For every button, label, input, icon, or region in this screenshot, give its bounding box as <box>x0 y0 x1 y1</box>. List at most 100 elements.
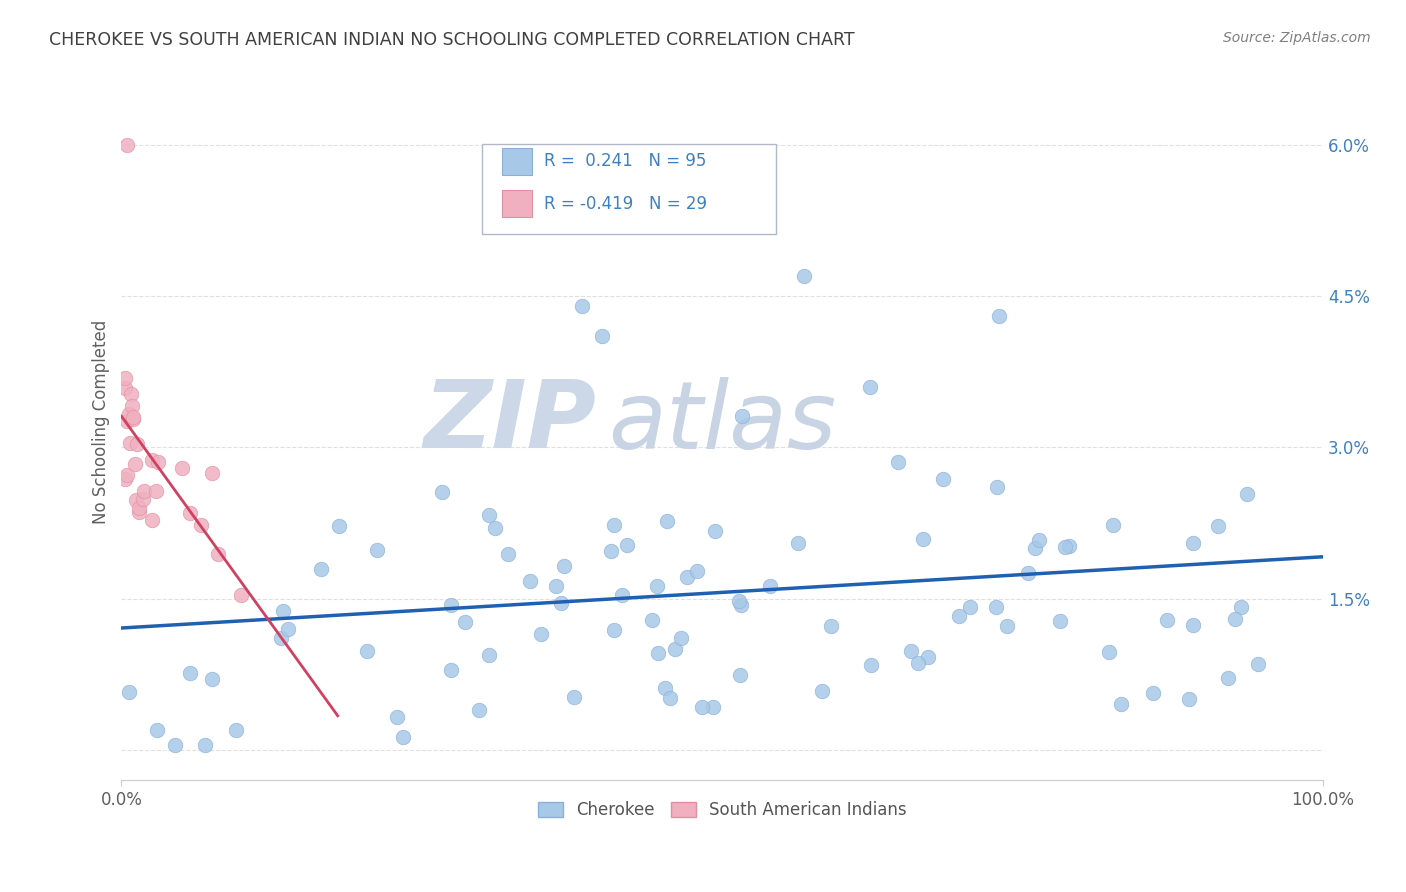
Point <box>886 455 908 469</box>
Point <box>1178 692 1201 706</box>
Point <box>609 178 631 193</box>
Point <box>117 137 139 152</box>
Point <box>907 656 929 670</box>
Point <box>654 681 676 695</box>
Point <box>1236 486 1258 500</box>
Point <box>478 648 501 663</box>
Point <box>496 547 519 561</box>
Point <box>1156 613 1178 627</box>
Point <box>141 513 163 527</box>
Point <box>562 690 585 704</box>
Point <box>669 632 692 646</box>
Point <box>591 329 613 343</box>
Point <box>995 619 1018 633</box>
Point <box>932 472 955 486</box>
Point <box>115 467 138 482</box>
Point <box>114 472 136 486</box>
Point <box>1049 614 1071 628</box>
Point <box>1181 536 1204 550</box>
Point <box>201 466 224 480</box>
Point <box>546 578 568 592</box>
Point <box>201 672 224 686</box>
Point <box>392 730 415 744</box>
Point <box>675 570 697 584</box>
Point <box>984 599 1007 614</box>
Point <box>986 479 1008 493</box>
Point <box>277 622 299 636</box>
Point <box>987 310 1010 324</box>
Point <box>1054 540 1077 554</box>
Point <box>387 709 409 723</box>
FancyBboxPatch shape <box>502 190 533 218</box>
Point <box>225 723 247 737</box>
Point <box>692 699 714 714</box>
Point <box>1057 539 1080 553</box>
Point <box>145 484 167 499</box>
Point <box>454 615 477 629</box>
Point <box>115 414 138 428</box>
Point <box>311 561 333 575</box>
Point <box>664 642 686 657</box>
Point <box>600 544 623 558</box>
Point <box>1024 541 1046 556</box>
Point <box>519 574 541 588</box>
Point <box>468 703 491 717</box>
Point <box>478 508 501 523</box>
Point <box>655 515 678 529</box>
Point <box>912 532 935 546</box>
Point <box>731 409 754 423</box>
Point <box>430 485 453 500</box>
Text: CHEROKEE VS SOUTH AMERICAN INDIAN NO SCHOOLING COMPLETED CORRELATION CHART: CHEROKEE VS SOUTH AMERICAN INDIAN NO SCH… <box>49 31 855 49</box>
Point <box>859 657 882 672</box>
Point <box>703 524 725 538</box>
Text: ZIP: ZIP <box>423 376 596 468</box>
Point <box>179 506 201 520</box>
Text: Source: ZipAtlas.com: Source: ZipAtlas.com <box>1223 31 1371 45</box>
FancyBboxPatch shape <box>502 148 533 175</box>
Point <box>141 453 163 467</box>
Point <box>1028 533 1050 547</box>
Point <box>114 382 136 396</box>
Point <box>685 564 707 578</box>
Point <box>124 457 146 471</box>
Point <box>959 600 981 615</box>
Point <box>165 738 187 752</box>
Point <box>145 723 167 737</box>
Point <box>641 613 664 627</box>
Point <box>121 411 143 425</box>
Point <box>917 649 939 664</box>
Point <box>1098 645 1121 659</box>
Point <box>121 399 143 413</box>
FancyBboxPatch shape <box>482 145 776 234</box>
Point <box>122 410 145 425</box>
Text: R = -0.419   N = 29: R = -0.419 N = 29 <box>544 194 707 212</box>
Point <box>190 517 212 532</box>
Point <box>571 299 593 313</box>
Point <box>356 644 378 658</box>
Point <box>270 631 292 645</box>
Point <box>645 579 668 593</box>
Point <box>125 493 148 508</box>
Point <box>231 588 253 602</box>
Point <box>793 268 815 283</box>
Point <box>273 604 295 618</box>
Point <box>207 547 229 561</box>
Point <box>440 598 463 612</box>
Point <box>128 505 150 519</box>
Point <box>1017 566 1039 580</box>
Point <box>647 646 669 660</box>
Point <box>1142 686 1164 700</box>
Point <box>616 538 638 552</box>
Point <box>440 664 463 678</box>
Point <box>1247 657 1270 672</box>
Point <box>484 521 506 535</box>
Point <box>328 519 350 533</box>
Point <box>759 579 782 593</box>
Point <box>550 596 572 610</box>
Point <box>728 593 751 607</box>
Point <box>120 387 142 401</box>
Point <box>179 665 201 680</box>
Point <box>553 559 575 574</box>
Point <box>1102 517 1125 532</box>
Point <box>120 435 142 450</box>
